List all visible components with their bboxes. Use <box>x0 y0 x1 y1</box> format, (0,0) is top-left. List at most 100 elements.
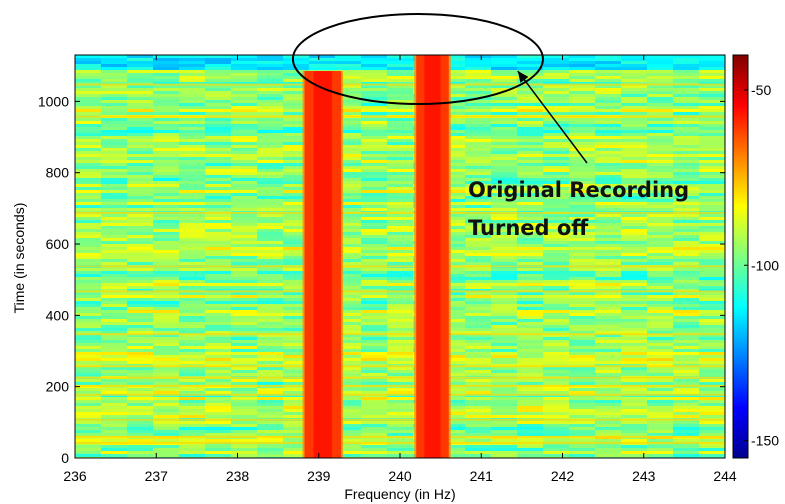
noise-cell <box>491 301 518 305</box>
noise-cell <box>257 76 284 80</box>
noise-cell <box>257 223 284 227</box>
noise-cell <box>153 223 180 227</box>
noise-cell <box>283 106 310 110</box>
noise-cell <box>153 292 180 296</box>
noise-cell <box>75 178 102 182</box>
noise-cell <box>231 175 258 179</box>
noise-cell <box>205 130 232 134</box>
noise-cell <box>127 445 154 449</box>
noise-cell <box>387 259 414 263</box>
noise-cell <box>75 235 102 239</box>
noise-cell <box>439 388 466 392</box>
noise-cell <box>621 76 648 80</box>
noise-cell <box>517 238 544 242</box>
noise-cell <box>231 223 258 227</box>
noise-cell <box>257 55 284 59</box>
noise-cell <box>569 292 596 296</box>
noise-cell <box>465 229 492 233</box>
noise-cell <box>647 343 674 347</box>
noise-cell <box>543 355 570 359</box>
noise-cell <box>699 286 725 290</box>
noise-cell <box>75 157 102 161</box>
noise-cell <box>699 397 725 401</box>
noise-cell <box>205 409 232 413</box>
noise-cell <box>179 298 206 302</box>
noise-cell <box>283 58 310 62</box>
noise-cell <box>153 328 180 332</box>
noise-cell <box>569 259 596 263</box>
noise-cell <box>153 73 180 77</box>
noise-cell <box>335 286 362 290</box>
noise-cell <box>127 85 154 89</box>
noise-cell <box>361 448 388 452</box>
noise-cell <box>257 205 284 209</box>
noise-cell <box>101 217 128 221</box>
noise-cell <box>127 349 154 353</box>
noise-cell <box>335 100 362 104</box>
noise-cell <box>595 337 622 341</box>
noise-cell <box>335 202 362 206</box>
noise-cell <box>621 370 648 374</box>
streak-line <box>75 384 725 387</box>
noise-cell <box>283 358 310 362</box>
noise-cell <box>179 73 206 77</box>
noise-cell <box>153 118 180 122</box>
noise-cell <box>179 346 206 350</box>
noise-cell <box>127 388 154 392</box>
noise-cell <box>257 268 284 272</box>
noise-cell <box>673 286 700 290</box>
noise-cell <box>153 427 180 431</box>
noise-cell <box>491 403 518 407</box>
noise-cell <box>205 118 232 122</box>
noise-cell <box>465 199 492 203</box>
noise-cell <box>361 88 388 92</box>
noise-cell <box>361 76 388 80</box>
noise-cell <box>127 172 154 176</box>
noise-cell <box>673 175 700 179</box>
noise-cell <box>517 241 544 245</box>
noise-cell <box>699 67 725 71</box>
noise-cell <box>569 247 596 251</box>
noise-cell <box>647 142 674 146</box>
noise-cell <box>257 421 284 425</box>
noise-cell <box>257 196 284 200</box>
noise-cell <box>647 277 674 281</box>
noise-cell <box>205 232 232 236</box>
noise-cell <box>127 313 154 317</box>
noise-cell <box>127 400 154 404</box>
noise-cell <box>127 220 154 224</box>
noise-cell <box>647 334 674 338</box>
noise-cell <box>621 274 648 278</box>
noise-cell <box>647 349 674 353</box>
noise-cell <box>439 283 466 287</box>
noise-cell <box>621 439 648 443</box>
noise-cell <box>673 259 700 263</box>
noise-cell <box>127 178 154 182</box>
noise-cell <box>257 145 284 149</box>
noise-cell <box>647 91 674 95</box>
noise-cell <box>491 91 518 95</box>
noise-cell <box>673 91 700 95</box>
noise-cell <box>647 151 674 155</box>
noise-cell <box>543 382 570 386</box>
noise-cell <box>517 223 544 227</box>
noise-cell <box>231 448 258 452</box>
noise-cell <box>569 286 596 290</box>
noise-cell <box>179 238 206 242</box>
noise-cell <box>231 232 258 236</box>
noise-cell <box>335 409 362 413</box>
noise-cell <box>647 388 674 392</box>
noise-cell <box>543 106 570 110</box>
noise-cell <box>673 292 700 296</box>
noise-cell <box>101 421 128 425</box>
noise-cell <box>257 118 284 122</box>
noise-cell <box>465 250 492 254</box>
noise-cell <box>673 127 700 131</box>
noise-cell <box>101 109 128 113</box>
noise-cell <box>153 67 180 71</box>
noise-cell <box>647 424 674 428</box>
noise-cell <box>543 100 570 104</box>
noise-cell <box>699 301 725 305</box>
noise-cell <box>491 409 518 413</box>
noise-cell <box>361 274 388 278</box>
